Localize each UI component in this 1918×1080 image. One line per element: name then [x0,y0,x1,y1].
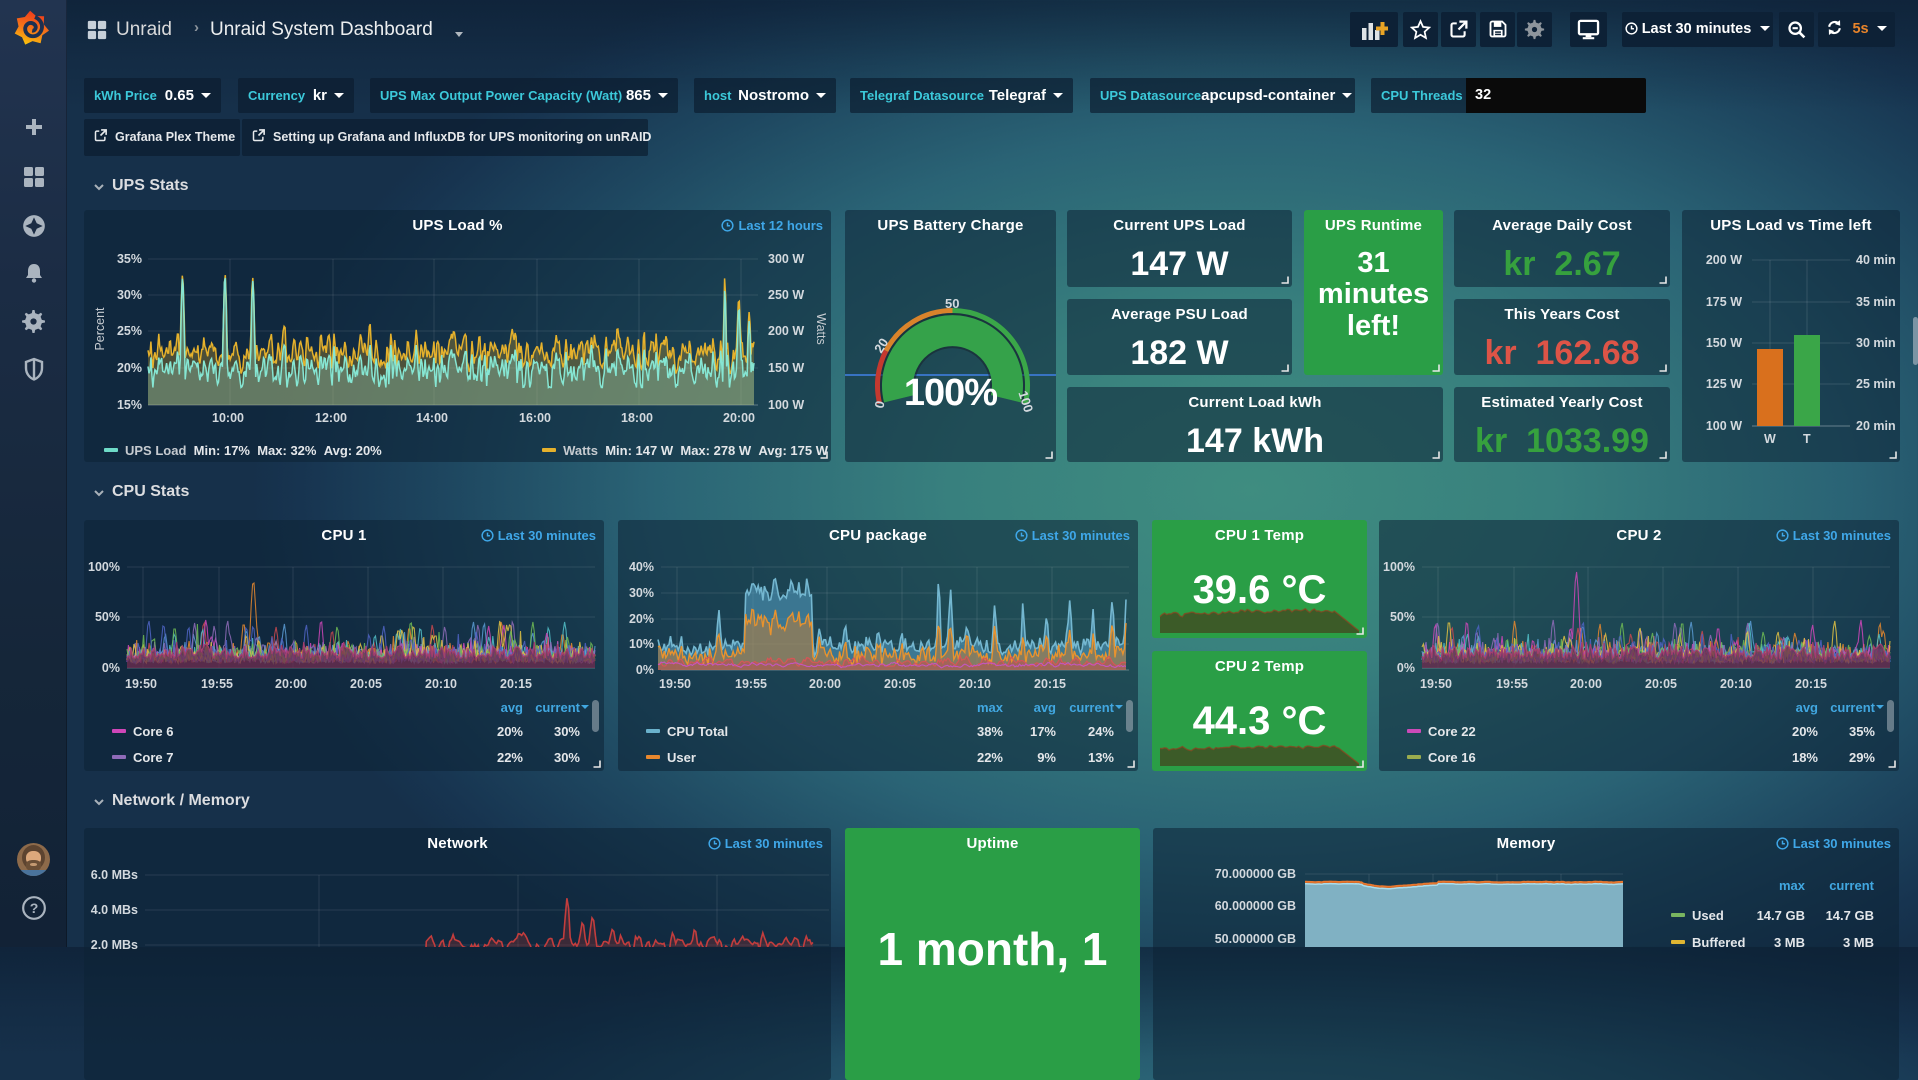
svg-text:?: ? [29,900,38,916]
